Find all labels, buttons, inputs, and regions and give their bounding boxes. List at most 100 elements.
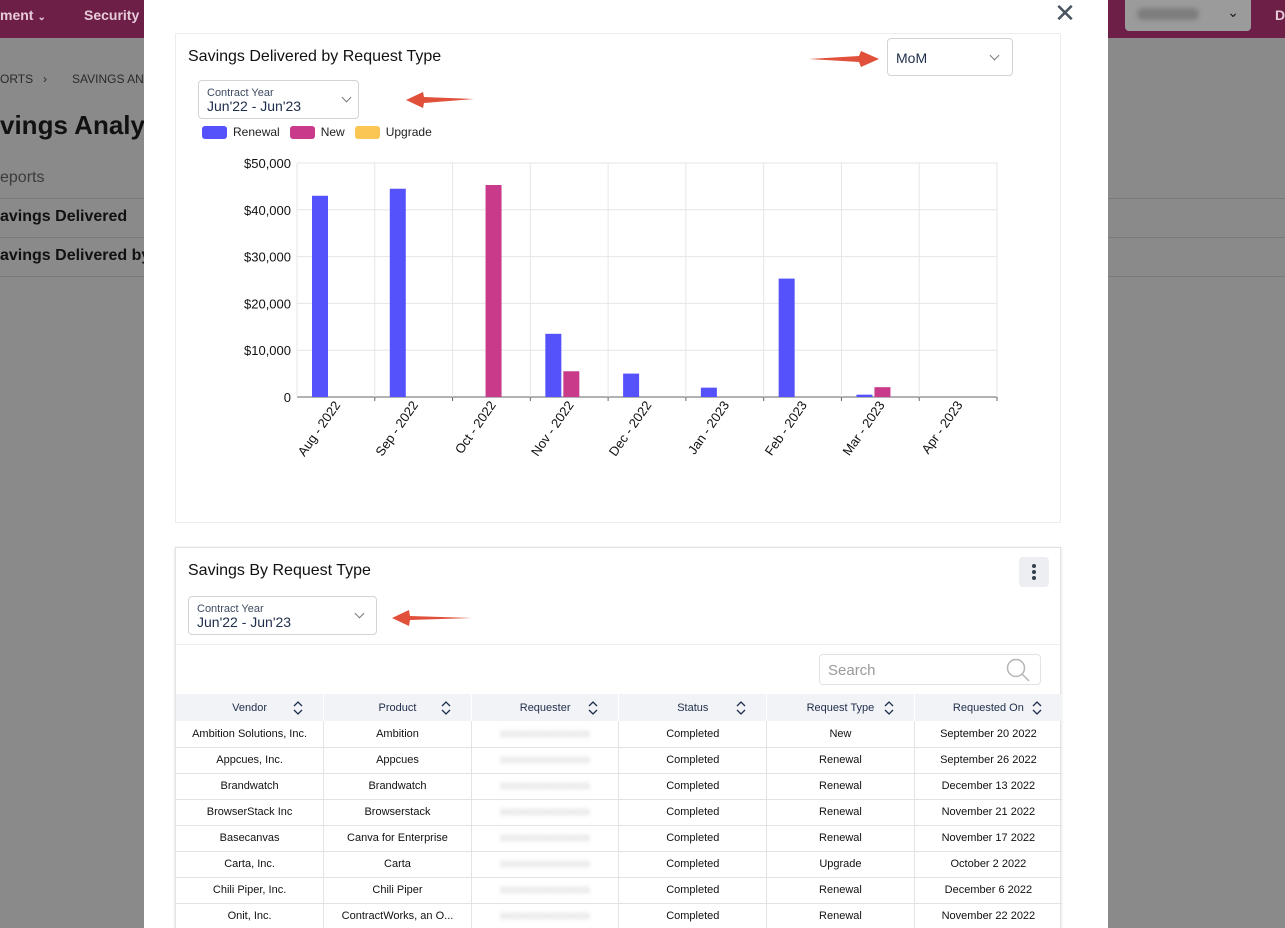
- cell-status: Completed: [618, 877, 768, 904]
- savings-table-card: Savings By Request Type Contract Year Ju…: [175, 547, 1062, 928]
- x-tick-label: Apr - 2023: [918, 398, 965, 456]
- legend-swatch: [354, 125, 380, 139]
- cell-requester: xxxxxxxxxxxxxxx: [471, 747, 620, 774]
- sort-icon[interactable]: [1032, 700, 1042, 716]
- table-toolbar: [176, 644, 1062, 694]
- cell-vendor: Basecanvas: [176, 825, 325, 852]
- sort-icon[interactable]: [736, 700, 746, 716]
- sort-icon[interactable]: [293, 700, 303, 716]
- cell-requester: xxxxxxxxxxxxxxx: [471, 799, 620, 826]
- report-row-divider: [1108, 238, 1285, 277]
- cell-requester: xxxxxxxxxxxxxxx: [471, 851, 620, 878]
- sort-icon[interactable]: [884, 700, 894, 716]
- sort-icon[interactable]: [588, 700, 598, 716]
- legend-item-upgrade[interactable]: Upgrade: [354, 125, 432, 139]
- bar-new: [874, 387, 891, 397]
- cell-vendor: Ambition Solutions, Inc.: [176, 721, 325, 748]
- table-header-row: Vendor Product Requester Status Request Type…: [176, 694, 1062, 721]
- x-tick-label: Dec - 2022: [606, 398, 655, 459]
- cell-vendor: BrowserStack Inc: [176, 799, 325, 826]
- report-row-divider: [1108, 160, 1285, 199]
- cell-product: Carta: [323, 851, 472, 878]
- y-tick-label: $30,000: [244, 250, 291, 265]
- bar-renewal: [623, 373, 640, 397]
- cell-status: Completed: [618, 903, 768, 928]
- search-box[interactable]: [819, 654, 1041, 685]
- y-tick-label: $20,000: [244, 296, 291, 311]
- x-tick-label: Nov - 2022: [528, 398, 577, 459]
- table-card-title: Savings By Request Type: [188, 562, 371, 579]
- column-header-label: Product: [378, 701, 417, 714]
- user-menu[interactable]: ⌄: [1125, 0, 1251, 31]
- table-row[interactable]: BrowserStack Inc Browserstack xxxxxxxxxxxx…: [176, 799, 1062, 826]
- search-input[interactable]: [828, 660, 998, 680]
- contract-year-caption: Contract Year: [197, 603, 264, 615]
- contract-year-value: Jun'22 - Jun'23: [207, 98, 302, 114]
- column-header-status[interactable]: Status: [618, 694, 768, 721]
- table-row[interactable]: Ambition Solutions, Inc. Ambition xxxxxxxx…: [176, 721, 1062, 748]
- period-select[interactable]: MoM: [887, 38, 1013, 76]
- cell-requested-on: November 22 2022: [914, 903, 1062, 928]
- requester-redacted: xxxxxxxxxxxxxxx: [500, 884, 591, 896]
- search-icon[interactable]: [1006, 658, 1030, 682]
- cell-request-type: Renewal: [766, 903, 915, 928]
- nav-item-security[interactable]: Security: [84, 7, 140, 23]
- chevron-down-icon: [354, 608, 365, 619]
- y-tick-label: 0: [284, 390, 291, 405]
- table-row[interactable]: Chili Piper, Inc. Chili Piper xxxxxxxxxxxx…: [176, 877, 1062, 904]
- contract-year-select[interactable]: Contract Year Jun'22 - Jun'23: [198, 80, 359, 119]
- cell-requested-on: December 6 2022: [914, 877, 1062, 904]
- bar-renewal: [312, 195, 328, 397]
- table-row[interactable]: Appcues, Inc. Appcues xxxxxxxxxxxxxxx Compl…: [176, 747, 1062, 774]
- x-tick-label: Feb - 2023: [762, 398, 810, 458]
- contract-year-caption: Contract Year: [207, 87, 274, 99]
- column-header-label: Vendor: [232, 701, 268, 714]
- close-icon[interactable]: ✕: [1054, 0, 1076, 28]
- cell-requester: xxxxxxxxxxxxxxx: [471, 825, 620, 852]
- cell-status: Completed: [618, 747, 768, 774]
- x-tick-label: Oct - 2022: [452, 398, 499, 456]
- legend-item-renewal[interactable]: Renewal: [202, 125, 280, 139]
- cell-requested-on: November 21 2022: [914, 799, 1062, 826]
- requester-redacted: xxxxxxxxxxxxxxx: [500, 754, 591, 766]
- column-header-label: Requester: [519, 701, 571, 714]
- column-header-requester[interactable]: Requester: [471, 694, 620, 721]
- table-row[interactable]: Basecanvas Canva for Enterprise xxxxxxxxxx…: [176, 825, 1062, 852]
- requester-redacted: xxxxxxxxxxxxxxx: [500, 858, 591, 870]
- cell-vendor: Appcues, Inc.: [176, 747, 325, 774]
- legend-item-new[interactable]: New: [289, 125, 345, 139]
- breadcrumb-savings-analysis[interactable]: SAVINGS ANA: [72, 72, 152, 86]
- bar-renewal: [389, 188, 406, 397]
- column-header-requested-on[interactable]: Requested On: [914, 694, 1062, 721]
- column-header-request-type[interactable]: Request Type: [766, 694, 915, 721]
- cell-requester: xxxxxxxxxxxxxxx: [471, 903, 620, 928]
- requester-redacted: xxxxxxxxxxxxxxx: [500, 727, 591, 740]
- x-tick-label: Aug - 2022: [295, 398, 344, 459]
- column-header-vendor[interactable]: Vendor: [176, 694, 325, 721]
- legend-label: Upgrade: [385, 125, 432, 139]
- breadcrumb-reports[interactable]: ORTS: [0, 72, 34, 86]
- legend-swatch: [289, 125, 315, 139]
- report-modal: ✕ Savings Delivered by Request Type MoM …: [144, 0, 1108, 928]
- column-header-product[interactable]: Product: [323, 694, 472, 721]
- nav-item-management[interactable]: ment ⌄: [0, 7, 46, 23]
- contract-year-value: Jun'22 - Jun'23: [197, 614, 292, 630]
- table-row[interactable]: Onit, Inc. ContractWorks, an O... xxxxxxxx…: [176, 903, 1062, 928]
- user-name-redacted: [1137, 8, 1199, 20]
- table-contract-year-select[interactable]: Contract Year Jun'22 - Jun'23: [188, 596, 377, 635]
- report-item-savings-delivered-by[interactable]: avings Delivered by: [0, 238, 144, 277]
- more-options-icon[interactable]: [1019, 557, 1049, 587]
- savings-chart-card: Savings Delivered by Request Type MoM Co…: [175, 33, 1061, 523]
- sort-icon[interactable]: [441, 700, 451, 716]
- cell-requested-on: September 26 2022: [914, 747, 1062, 774]
- x-tick-label: Mar - 2023: [839, 398, 887, 458]
- report-item-savings-delivered[interactable]: avings Delivered: [0, 199, 144, 238]
- table-row[interactable]: Brandwatch Brandwatch xxxxxxxxxxxxxxx Compl…: [176, 773, 1062, 800]
- cell-status: Completed: [618, 773, 768, 800]
- table-row[interactable]: Carta, Inc. Carta xxxxxxxxxxxxxxx Completed…: [176, 851, 1062, 878]
- bar-new: [485, 184, 502, 397]
- cell-requested-on: September 20 2022: [914, 721, 1062, 748]
- cell-vendor: Chili Piper, Inc.: [176, 877, 325, 904]
- nav-item-edge[interactable]: D: [1268, 0, 1285, 38]
- cell-vendor: Brandwatch: [176, 773, 325, 800]
